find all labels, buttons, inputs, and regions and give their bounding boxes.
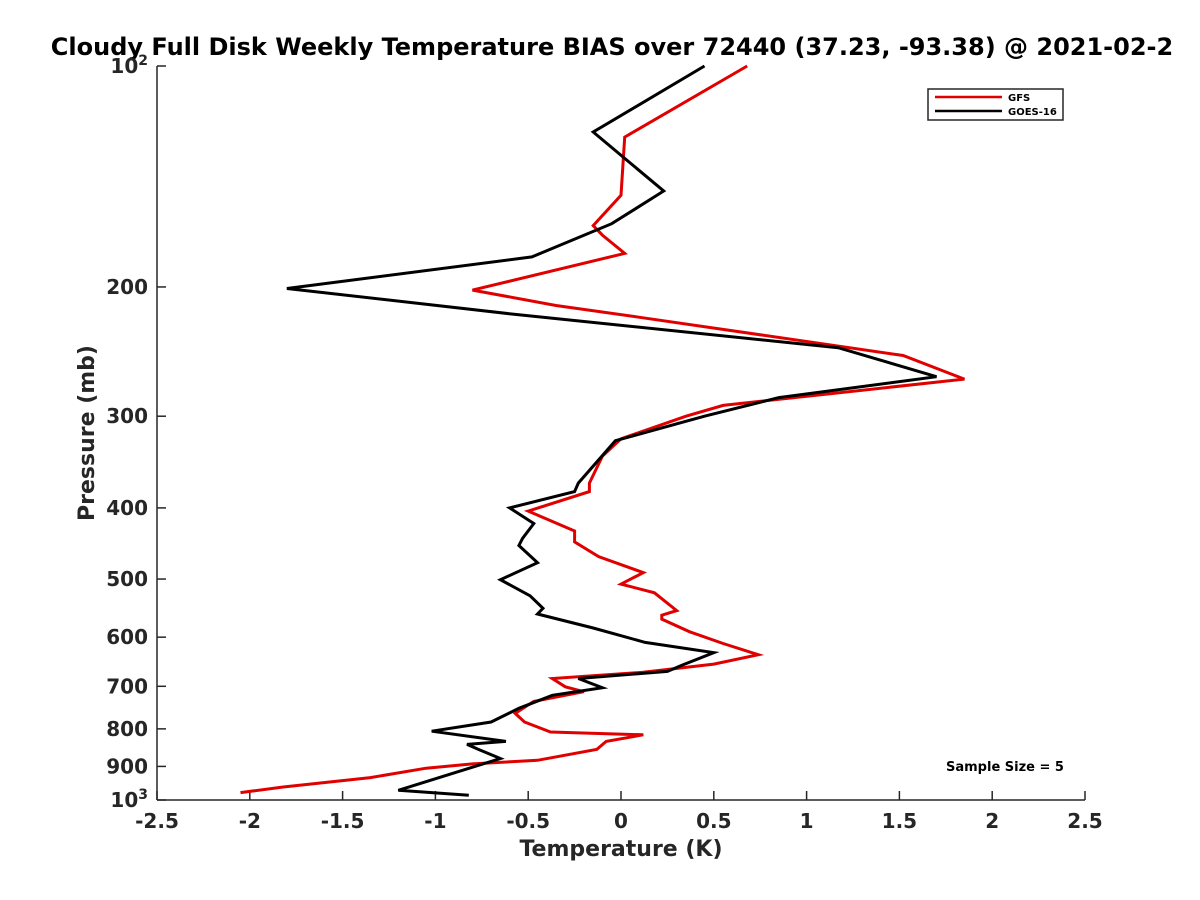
y-tick-label: 500 [106,567,148,591]
x-tick-label: -0.5 [506,809,550,833]
x-tick-label: 1 [800,809,814,833]
x-tick-label: 0 [614,809,628,833]
y-tick-base: 700 [106,674,148,698]
series-line-goes-16 [286,64,937,797]
y-tick-base: 900 [106,754,148,778]
x-tick-label: -1 [424,809,446,833]
y-tick-label: 102 [110,53,148,78]
legend-box [927,88,1064,121]
x-tick-label: -2.5 [135,809,179,833]
legend-label-gfs: GFS [1008,93,1030,104]
y-tick-label: 400 [106,496,148,520]
y-tick-label: 900 [106,754,148,778]
y-tick-exponent: 3 [138,787,148,803]
y-tick-base: 300 [106,404,148,428]
y-tick-label: 800 [106,717,148,741]
y-tick-base: 600 [106,625,148,649]
y-tick-exponent: 2 [138,53,148,69]
y-tick-base: 400 [106,496,148,520]
x-tick-label: 2.5 [1067,809,1102,833]
x-tick-label: -2 [239,809,261,833]
legend: GFS GOES-16 [927,88,1064,121]
x-axis-label: Temperature (K) [519,837,722,862]
y-tick-base: 200 [106,275,148,299]
sample-size-annotation: Sample Size = 5 [946,760,1064,775]
y-tick-base: 10 [110,54,138,78]
chart-title: Cloudy Full Disk Weekly Temperature BIAS… [51,33,1173,61]
y-tick-label: 300 [106,404,148,428]
y-tick-base: 800 [106,717,148,741]
plot-area: -2.5 -2 -1.5 -1 -0.5 0 0.5 1 1.5 2 2.5 10220030040… [106,53,1102,833]
legend-label-goes16: GOES-16 [1008,107,1057,118]
y-tick-label: 600 [106,625,148,649]
x-tick-label: 2 [985,809,999,833]
y-tick-label: 200 [106,275,148,299]
x-tick-label: -1.5 [321,809,365,833]
y-tick-label: 700 [106,674,148,698]
x-tick-label: 0.5 [696,809,731,833]
x-ticks: -2.5 -2 -1.5 -1 -0.5 0 0.5 1 1.5 2 2.5 [135,791,1103,833]
y-tick-label: 103 [110,787,148,812]
series-lines [240,64,965,797]
y-tick-base: 10 [110,788,138,812]
x-tick-label: 1.5 [882,809,917,833]
series-line-gfs [240,64,965,795]
y-tick-base: 500 [106,567,148,591]
y-axis-label: Pressure (mb) [75,345,100,521]
